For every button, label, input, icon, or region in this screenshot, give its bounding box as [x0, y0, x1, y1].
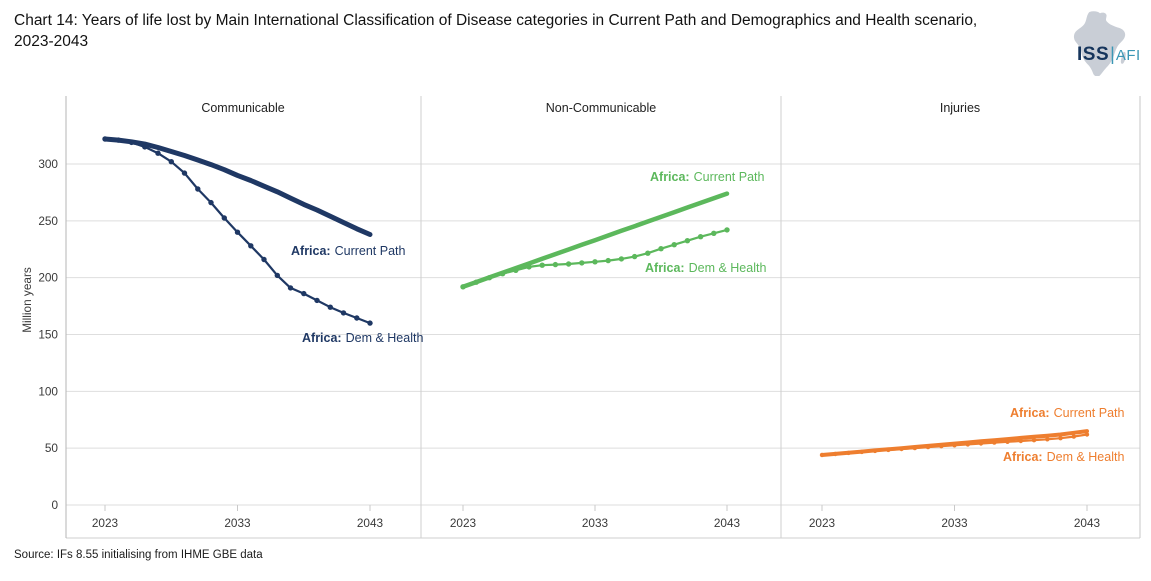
label-non-communicable-current-path: Africa: Current Path: [650, 170, 765, 184]
logo-separator: |: [1110, 44, 1115, 64]
panel-title-communicable: Communicable: [201, 101, 285, 115]
panel-title-non-communicable: Non-Communicable: [545, 101, 657, 115]
svg-text:0: 0: [51, 498, 58, 512]
svg-text:50: 50: [45, 441, 59, 455]
svg-text:2043: 2043: [357, 516, 384, 530]
svg-text:2033: 2033: [224, 516, 251, 530]
svg-text:2033: 2033: [941, 516, 968, 530]
svg-text:100: 100: [38, 384, 58, 398]
panel-title-injuries: Injuries: [939, 101, 981, 115]
svg-text:250: 250: [38, 214, 58, 228]
svg-text:2043: 2043: [714, 516, 741, 530]
label-communicable-dem-health: Africa: Dem & Health: [302, 331, 424, 345]
logo-afi-label: AFI: [1115, 47, 1141, 64]
label-injuries-current-path: Africa: Current Path: [1010, 406, 1125, 420]
iss-afi-logo: ISS|AFI: [1057, 10, 1141, 76]
y-axis-title: Million years: [20, 267, 34, 333]
logo-text: ISS|AFI: [1077, 44, 1141, 66]
chart-title: Chart 14: Years of life lost by Main Int…: [14, 12, 978, 50]
svg-text:200: 200: [38, 271, 58, 285]
svg-text:2023: 2023: [92, 516, 119, 530]
africa-map-icon: [1073, 11, 1126, 76]
svg-text:300: 300: [38, 157, 58, 171]
source-note: Source: IFs 8.55 initialising from IHME …: [14, 549, 263, 561]
svg-text:2043: 2043: [1074, 516, 1101, 530]
logo-iss-label: ISS: [1077, 44, 1110, 65]
label-injuries-dem-health: Africa: Dem & Health: [1003, 450, 1125, 464]
svg-text:2033: 2033: [582, 516, 609, 530]
svg-text:150: 150: [38, 328, 58, 342]
label-communicable-current-path: Africa: Current Path: [291, 244, 406, 258]
svg-text:2023: 2023: [809, 516, 836, 530]
svg-text:2023: 2023: [450, 516, 477, 530]
label-non-communicable-dem-health: Africa: Dem & Health: [645, 261, 767, 275]
